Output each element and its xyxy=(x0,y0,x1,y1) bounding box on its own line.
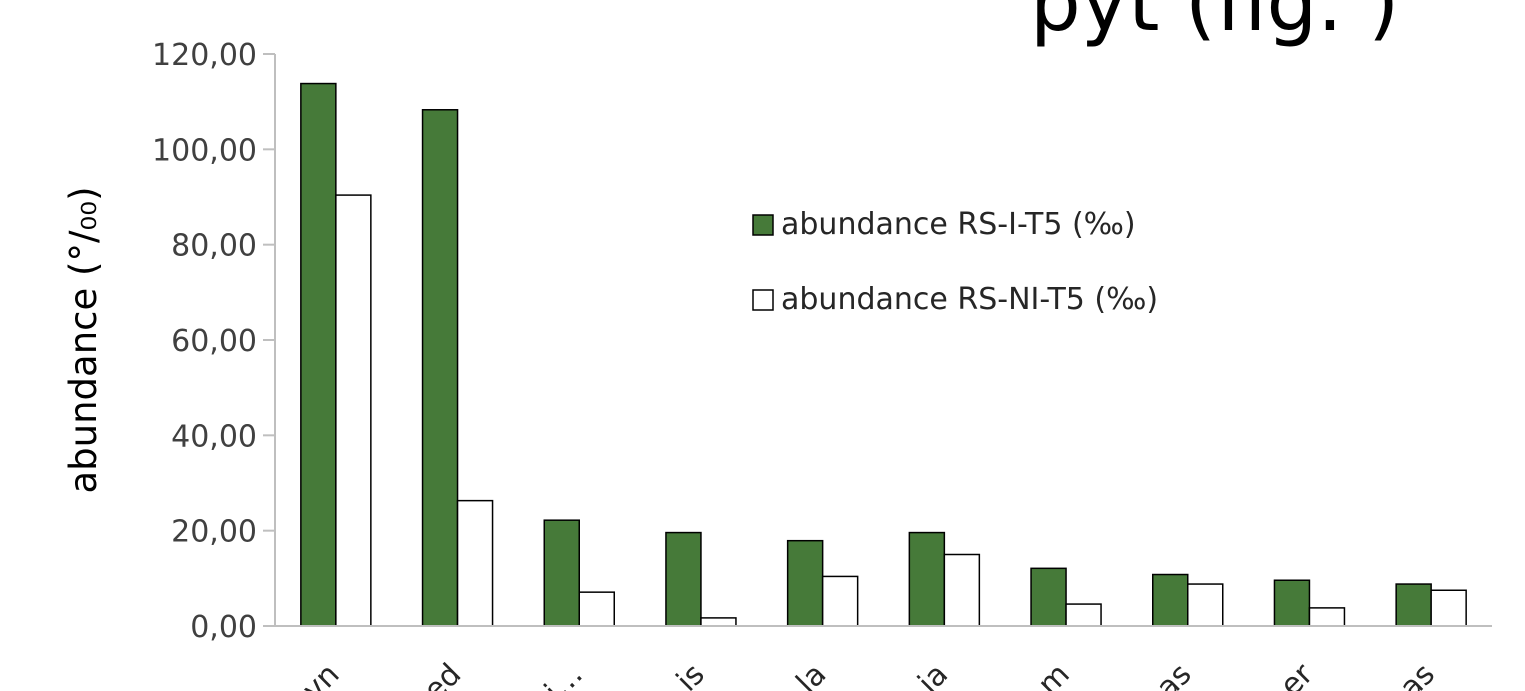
x-category-label: ed xyxy=(417,657,468,691)
bar-rs-ni-t5 xyxy=(456,499,494,627)
bar-rs-i-t5 xyxy=(1273,579,1311,627)
bar-rs-i-t5 xyxy=(1152,573,1189,627)
bar-rs-ni-t5 xyxy=(1430,589,1467,627)
y-axis-ticks: 0,00 20,00 40,00 60,00 80,00 100,00 120,00 xyxy=(152,38,275,645)
legend-swatch xyxy=(752,214,774,236)
bar-rs-i-t5 xyxy=(543,519,580,627)
x-category-label: is xyxy=(670,657,712,691)
x-category-label: er xyxy=(1274,656,1321,691)
bar-rs-i-t5 xyxy=(665,531,702,627)
legend-label: abundance RS-I-T5 (‰) xyxy=(781,207,1136,242)
bar-rs-i-t5 xyxy=(300,82,337,627)
bar-rs-i-t5 xyxy=(1395,583,1432,627)
legend-label: abundance RS-NI-T5 (‰) xyxy=(781,282,1158,317)
bar-rs-ni-t5 xyxy=(943,553,981,627)
y-tick-label: 0,00 xyxy=(190,610,257,645)
bar-rs-ni-t5 xyxy=(1308,607,1346,627)
bar-rs-i-t5 xyxy=(1030,567,1067,627)
bar-rs-ni-t5 xyxy=(578,591,615,627)
bar-rs-ni-t5 xyxy=(1065,603,1102,627)
bar-rs-ni-t5 xyxy=(700,617,737,627)
bar-rs-i-t5 xyxy=(786,539,824,627)
legend: abundance RS-I-T5 (‰) abundance RS-NI-T5 … xyxy=(752,207,1158,317)
legend-swatch xyxy=(752,289,774,311)
x-category-label: m xyxy=(1031,657,1076,691)
y-tick-label: 20,00 xyxy=(171,515,257,550)
y-tick-label: 40,00 xyxy=(171,419,257,454)
x-category-label: ri… xyxy=(529,657,590,691)
y-axis-title: abundance (°/₀₀) xyxy=(62,186,105,493)
x-category-label: as xyxy=(1150,657,1199,691)
x-category-label: ia xyxy=(911,657,955,691)
overflow-title-fragment: pyt (fig. ) xyxy=(1030,0,1399,49)
x-category-label: vn xyxy=(296,657,347,691)
bar-rs-ni-t5 xyxy=(821,575,859,627)
x-category-label: la xyxy=(790,657,834,691)
bar-rs-ni-t5 xyxy=(1187,583,1224,627)
y-tick-label: 120,00 xyxy=(152,38,257,73)
y-tick-label: 60,00 xyxy=(171,324,257,359)
bar-rs-ni-t5 xyxy=(335,194,372,627)
x-category-label: as xyxy=(1393,657,1442,691)
y-tick-label: 80,00 xyxy=(171,229,257,264)
bars xyxy=(300,82,1467,627)
y-tick-label: 100,00 xyxy=(152,133,257,168)
bar-rs-i-t5 xyxy=(908,531,946,627)
bar-rs-i-t5 xyxy=(421,109,459,627)
x-axis-labels: vn ed ri… is la ia m as er as xyxy=(296,656,1442,691)
